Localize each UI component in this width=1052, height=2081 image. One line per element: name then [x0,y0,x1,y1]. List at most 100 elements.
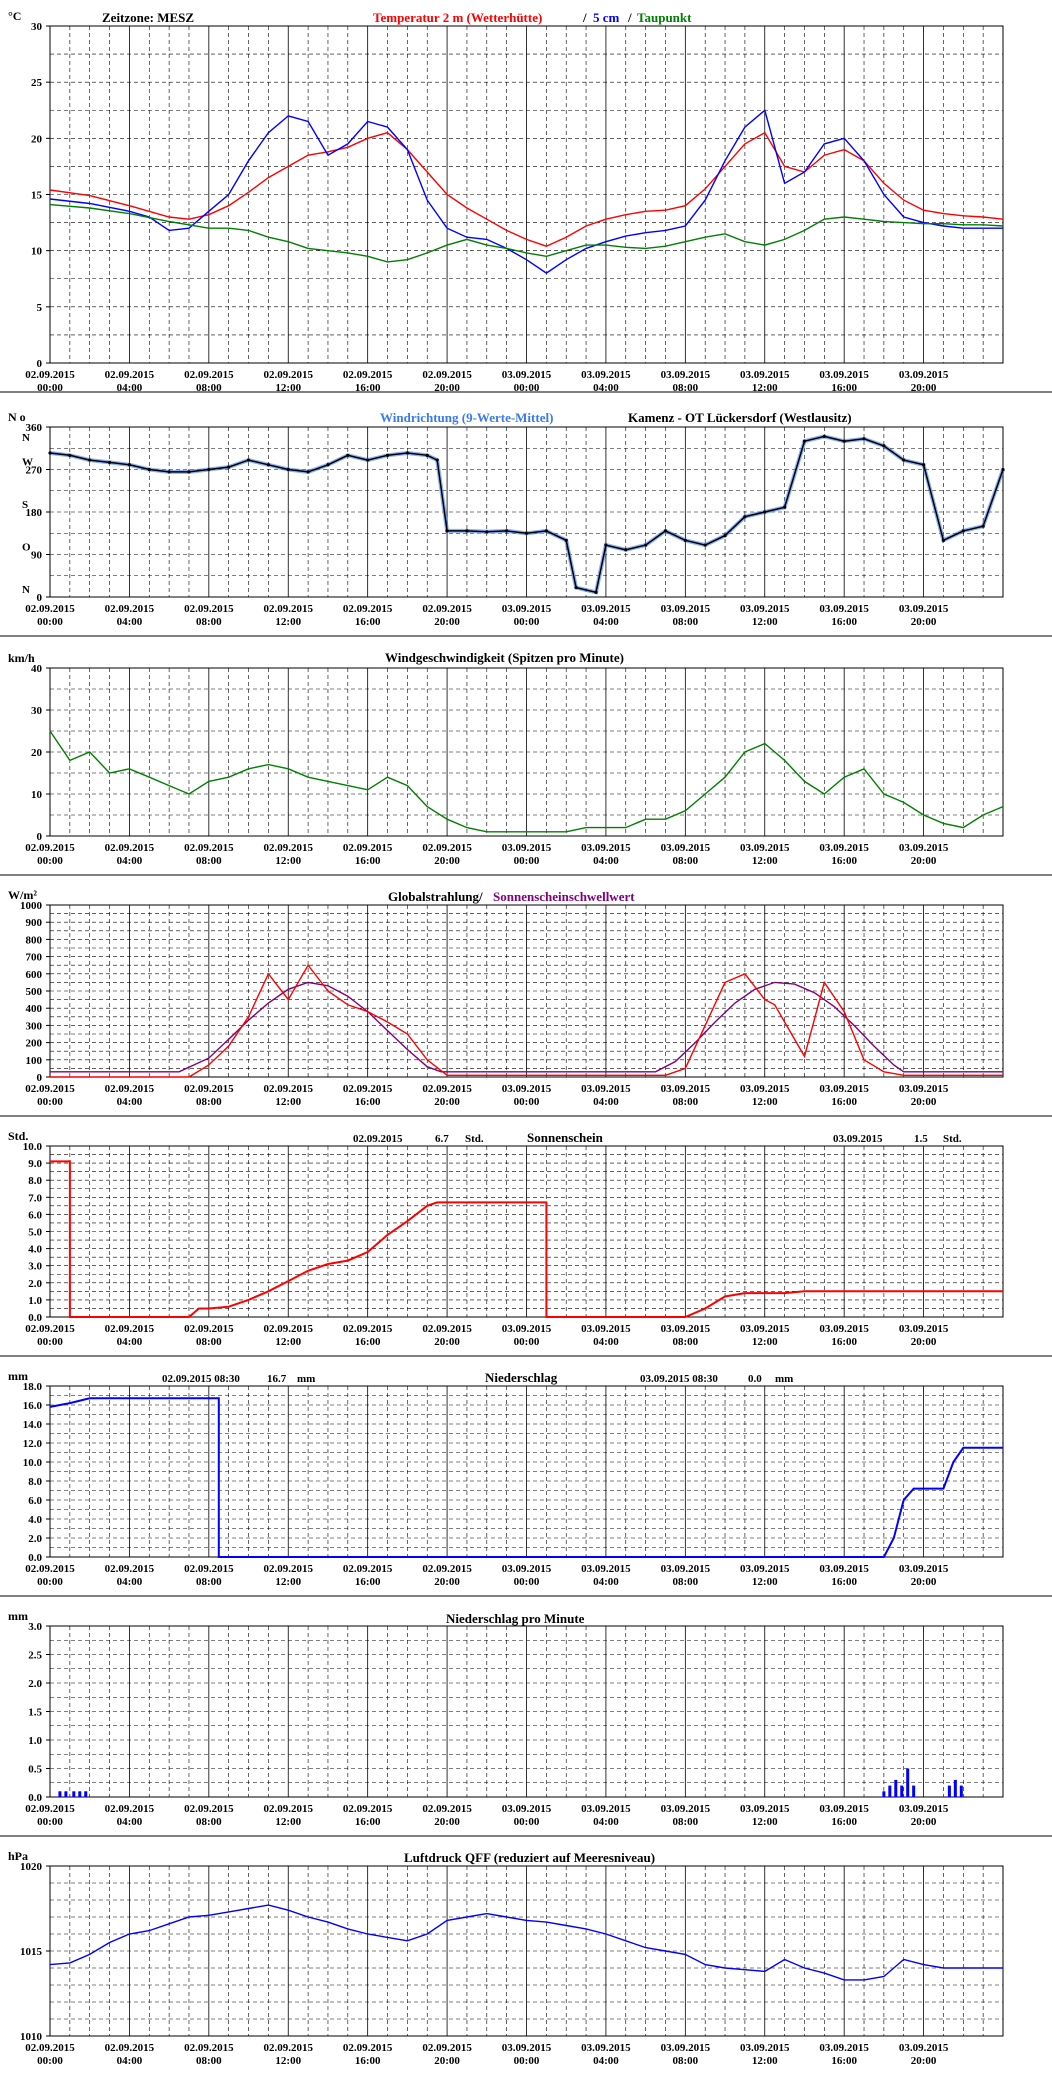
x-tick-date: 03.09.2015 [581,1323,631,1335]
x-tick-date: 03.09.2015 [581,1563,631,1575]
x-tick-date: 03.09.2015 [502,603,552,615]
series-line-radiation-1 [50,963,1003,1078]
x-tick-date: 03.09.2015 [661,1803,711,1815]
x-tick-date: 02.09.2015 [105,2042,155,2054]
y-tick-label: 1.0 [28,1295,42,1307]
chart-title-part: / [582,10,587,25]
x-tick-time: 00:00 [37,1336,63,1348]
x-tick-time: 00:00 [37,2055,63,2067]
x-tick-time: 04:00 [593,2055,619,2067]
y-tick-label: 1020 [20,1861,43,1873]
x-tick-time: 20:00 [434,1576,460,1588]
x-tick-date: 03.09.2015 [819,1323,869,1335]
x-tick-date: 03.09.2015 [502,1083,552,1095]
x-tick-date: 03.09.2015 [740,1083,790,1095]
x-tick-date: 03.09.2015 [740,369,790,381]
x-tick-time: 04:00 [117,2055,143,2067]
x-tick-time: 08:00 [672,1816,698,1828]
x-tick-time: 04:00 [593,1576,619,1588]
series-line-windspeed-0 [49,730,1004,833]
wind-direction-point [902,458,906,462]
x-tick-date: 03.09.2015 [899,603,949,615]
y-tick-label: 20 [31,133,43,145]
wind-direction-point [644,543,648,547]
x-tick-time: 04:00 [593,1336,619,1348]
wind-direction-point [68,453,72,457]
chart-annotation: 16.7 [267,1373,287,1385]
x-tick-time: 16:00 [355,855,381,867]
x-tick-date: 03.09.2015 [899,1563,949,1575]
precip-bar [78,1791,82,1797]
y-tick-label: 2.0 [28,1278,42,1290]
precip-bar [912,1785,916,1797]
x-tick-date: 02.09.2015 [105,1323,155,1335]
x-tick-date: 03.09.2015 [661,842,711,854]
x-tick-time: 20:00 [434,1816,460,1828]
x-tick-date: 02.09.2015 [422,1803,472,1815]
x-tick-time: 00:00 [37,1576,63,1588]
precip-bar [953,1779,957,1797]
x-tick-date: 02.09.2015 [105,1803,155,1815]
x-tick-time: 16:00 [831,1336,857,1348]
x-tick-date: 03.09.2015 [661,369,711,381]
x-tick-date: 03.09.2015 [819,1803,869,1815]
x-tick-date: 03.09.2015 [899,369,949,381]
x-tick-time: 00:00 [514,616,540,628]
series-line-temp-1 [49,109,1003,274]
y-tick-label: 300 [26,1020,43,1032]
wind-direction-point [505,529,509,533]
y-tick-label: 5.0 [28,1227,42,1239]
wind-direction-point [842,439,846,443]
x-tick-date: 02.09.2015 [184,1563,234,1575]
x-tick-time: 08:00 [196,1576,222,1588]
x-tick-time: 04:00 [117,382,143,394]
x-tick-time: 12:00 [275,1096,301,1108]
x-tick-time: 12:00 [752,1816,778,1828]
x-tick-date: 02.09.2015 [264,1083,314,1095]
series-line-sunshine-0 [50,1160,1003,1318]
x-tick-date: 03.09.2015 [819,1083,869,1095]
x-tick-time: 20:00 [434,616,460,628]
y-tick-label: 10.0 [23,1141,43,1153]
x-tick-date: 02.09.2015 [343,1323,393,1335]
x-tick-time: 00:00 [514,1816,540,1828]
wind-direction-point [266,463,270,467]
x-tick-date: 03.09.2015 [899,2042,949,2054]
wind-direction-point [405,451,409,455]
x-tick-date: 02.09.2015 [343,1083,393,1095]
x-tick-time: 16:00 [355,1816,381,1828]
x-tick-time: 12:00 [752,616,778,628]
x-tick-date: 02.09.2015 [422,603,472,615]
x-tick-date: 02.09.2015 [343,2042,393,2054]
x-tick-time: 08:00 [196,1816,222,1828]
x-tick-date: 02.09.2015 [422,1323,472,1335]
x-tick-time: 16:00 [831,1096,857,1108]
x-tick-time: 12:00 [275,855,301,867]
chart-title-part: Niederschlag [485,1370,558,1385]
wind-direction-point [465,529,469,533]
x-tick-date: 03.09.2015 [502,842,552,854]
y-tick-label: 6.0 [28,1495,42,1507]
x-tick-date: 02.09.2015 [25,1803,75,1815]
x-tick-time: 12:00 [275,1576,301,1588]
wind-direction-point [941,538,946,542]
precip-bar [894,1779,898,1797]
y-tick-label: 3.0 [28,1621,42,1633]
x-tick-date: 02.09.2015 [25,369,75,381]
precip-bar [900,1785,904,1797]
x-tick-time: 08:00 [196,1336,222,1348]
wind-direction-point [366,458,370,462]
x-tick-time: 00:00 [514,855,540,867]
y-tick-label: 10.0 [23,1457,43,1469]
x-tick-time: 08:00 [672,1096,698,1108]
precip-bar [888,1785,892,1797]
x-tick-date: 03.09.2015 [581,1083,631,1095]
x-tick-date: 03.09.2015 [740,842,790,854]
wind-direction-point [346,453,350,457]
wind-direction-point [594,590,598,594]
x-tick-time: 20:00 [434,1336,460,1348]
y-tick-label: 12.0 [23,1438,43,1450]
y-unit-label: mm [8,1609,28,1623]
